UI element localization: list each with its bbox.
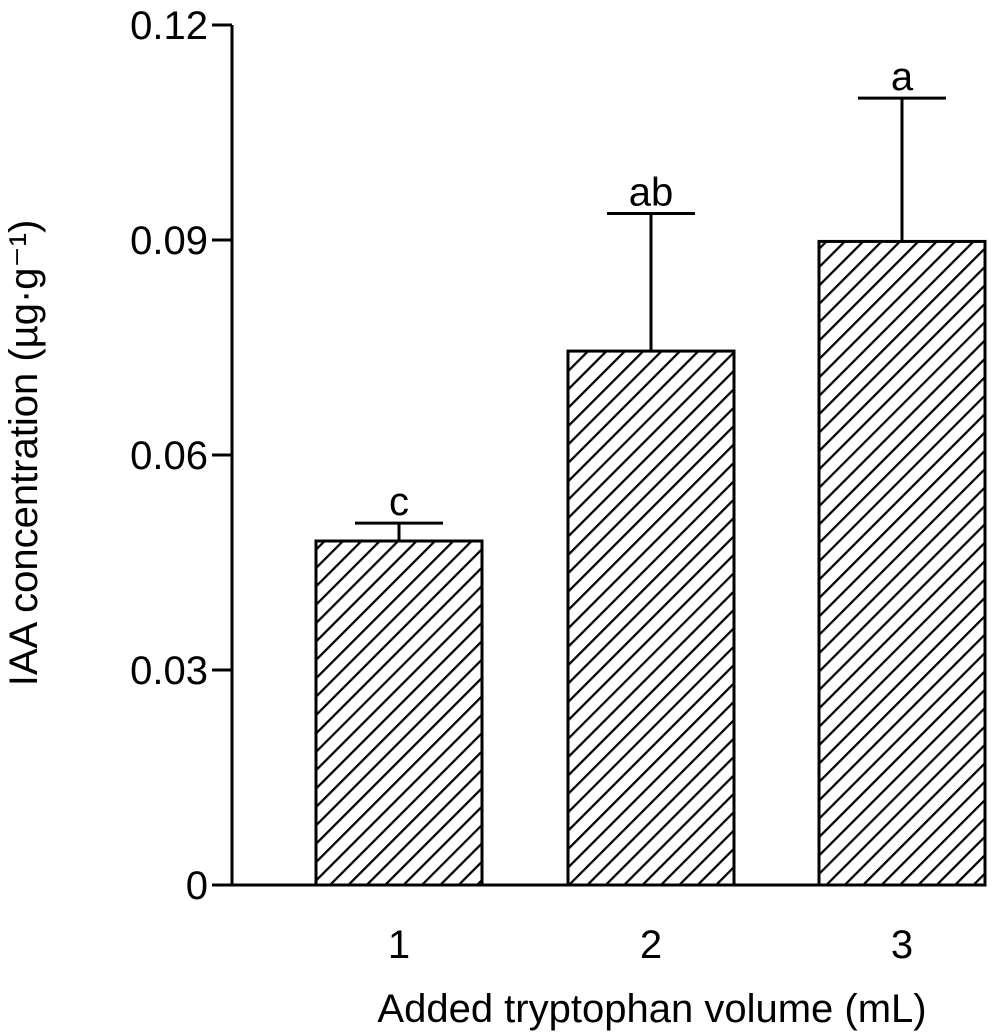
bars-layer: c 1 ab 2 a 3 bbox=[314, 55, 987, 967]
x-axis-title: Added tryptophan volume (mL) bbox=[377, 987, 926, 1031]
significance-label: c bbox=[389, 480, 409, 524]
x-tick-label: 1 bbox=[388, 923, 410, 967]
x-tick-label: 2 bbox=[640, 923, 662, 967]
bar bbox=[314, 539, 484, 887]
x-tick-label: 3 bbox=[891, 923, 913, 967]
y-tick-label: 0.09 bbox=[130, 219, 208, 263]
ticks-layer: 0 0.03 0.06 0.09 0.12 bbox=[130, 4, 232, 908]
y-axis-title: IAA concentration (µg·g⁻¹) bbox=[2, 220, 46, 687]
y-tick-label: 0.03 bbox=[130, 649, 208, 693]
bar bbox=[566, 349, 736, 887]
y-tick-label: 0 bbox=[186, 864, 208, 908]
significance-label: ab bbox=[629, 170, 674, 214]
y-tick-label: 0.06 bbox=[130, 434, 208, 478]
significance-label: a bbox=[891, 55, 914, 99]
y-tick-label: 0.12 bbox=[130, 4, 208, 48]
bar bbox=[817, 239, 987, 887]
